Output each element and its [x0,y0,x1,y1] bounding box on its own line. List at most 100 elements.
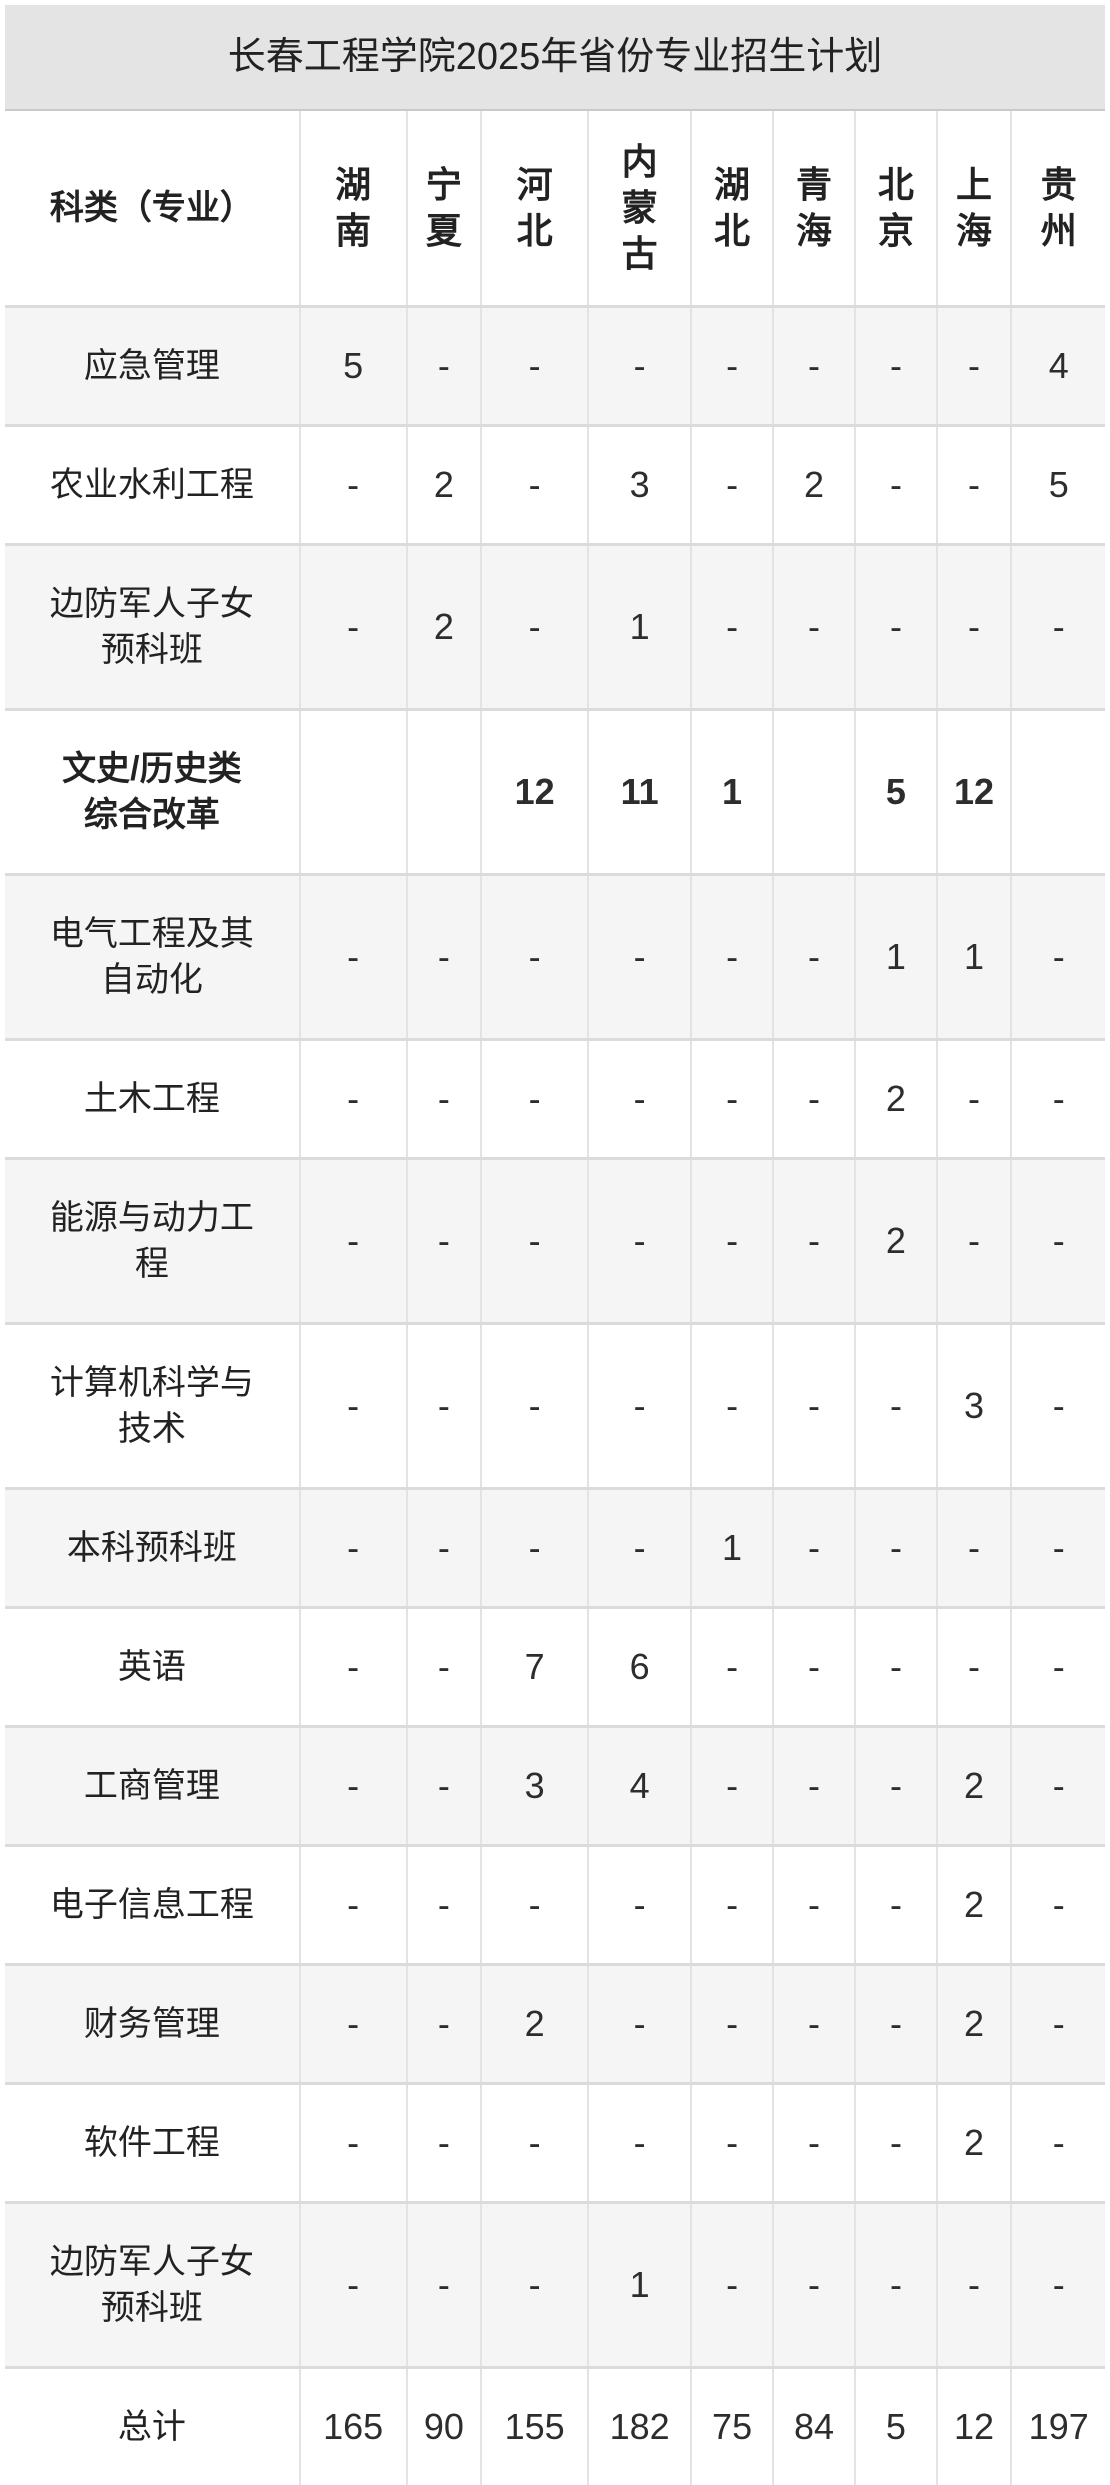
cell-value [407,710,482,875]
row-header-label: 科类（专业） [50,189,254,227]
cell-value: - [588,307,691,426]
cell-value: - [1011,2203,1105,2368]
table-row: 本科预科班----1---- [5,1489,1105,1608]
cell-value: - [855,1727,936,1846]
cell-value: - [1011,2084,1105,2203]
cell-value: - [407,1324,482,1489]
column-header-qinghai: 青海 [773,111,855,307]
cell-value: 12 [937,2368,1012,2485]
cell-value [300,710,407,875]
cell-value: - [691,426,772,545]
cell-value: - [773,1727,855,1846]
cell-value: - [481,1040,588,1159]
cell-value: - [588,1159,691,1324]
cell-value: - [773,1159,855,1324]
cell-value: 1 [691,1489,772,1608]
column-header-neimenggu: 内蒙古 [588,111,691,307]
cell-value: - [855,1608,936,1727]
cell-value: - [691,307,772,426]
column-header-label: 河北 [514,162,556,254]
cell-value: - [773,545,855,710]
cell-value: 6 [588,1608,691,1727]
cell-value: 182 [588,2368,691,2485]
table-header-row: 科类（专业） 湖南 宁夏 河北 内蒙古 湖北 青海 北京 上海 贵州 [5,111,1105,307]
cell-value: - [1011,1324,1105,1489]
cell-value: - [937,545,1012,710]
cell-value: - [937,1040,1012,1159]
cell-value: - [855,1965,936,2084]
cell-value: - [588,1965,691,2084]
cell-value: - [1011,545,1105,710]
cell-value: - [691,1965,772,2084]
cell-value: - [407,1489,482,1608]
cell-value: 2 [937,1727,1012,1846]
cell-value: 5 [855,2368,936,2485]
cell-value: - [300,1846,407,1965]
cell-value: 5 [855,710,936,875]
cell-value: - [588,1489,691,1608]
cell-value: - [481,1324,588,1489]
row-label: 应急管理 [5,307,300,426]
row-label: 财务管理 [5,1965,300,2084]
cell-value: - [937,2203,1012,2368]
cell-value: - [300,426,407,545]
cell-value: 2 [407,426,482,545]
cell-value: - [300,2203,407,2368]
cell-value: - [407,1846,482,1965]
table-row: 电子信息工程-------2- [5,1846,1105,1965]
cell-value: - [855,545,936,710]
cell-value: - [407,2084,482,2203]
row-label: 能源与动力工 程 [5,1159,300,1324]
cell-value: - [481,545,588,710]
cell-value: - [691,545,772,710]
cell-value [773,710,855,875]
cell-value: - [1011,1159,1105,1324]
cell-value: - [773,1846,855,1965]
cell-value: - [481,2203,588,2368]
column-header-beijing: 北京 [855,111,936,307]
cell-value: - [300,875,407,1040]
table-row: 软件工程-------2- [5,2084,1105,2203]
title-bar: 长春工程学院2025年省份专业招生计划 [5,5,1105,111]
cell-value: - [937,307,1012,426]
cell-value: 3 [588,426,691,545]
cell-value: - [855,1324,936,1489]
page-title: 长春工程学院2025年省份专业招生计划 [228,36,883,78]
table-row: 土木工程------2-- [5,1040,1105,1159]
cell-value: - [691,875,772,1040]
cell-value: 2 [937,1846,1012,1965]
row-label: 文史/历史类 综合改革 [5,710,300,875]
cell-value: 1 [855,875,936,1040]
cell-value: 5 [300,307,407,426]
column-header-label: 北京 [875,162,917,254]
column-header-hunan: 湖南 [300,111,407,307]
cell-value: 5 [1011,426,1105,545]
cell-value: - [300,1324,407,1489]
cell-value: - [300,2084,407,2203]
row-label: 本科预科班 [5,1489,300,1608]
cell-value: - [481,307,588,426]
column-header-label: 内蒙古 [619,139,661,277]
cell-value: - [407,307,482,426]
cell-value: - [588,1846,691,1965]
cell-value: - [855,1489,936,1608]
cell-value: 2 [855,1159,936,1324]
cell-value: - [855,307,936,426]
column-header-label: 湖北 [711,162,753,254]
cell-value: - [1011,1489,1105,1608]
cell-value: - [481,426,588,545]
table-row: 能源与动力工 程------2-- [5,1159,1105,1324]
cell-value: - [937,1608,1012,1727]
cell-value: - [773,1489,855,1608]
cell-value: - [300,1489,407,1608]
table-row: 计算机科学与 技术-------3- [5,1324,1105,1489]
cell-value: 7 [481,1608,588,1727]
cell-value: 4 [1011,307,1105,426]
cell-value: - [588,1040,691,1159]
cell-value: - [691,1727,772,1846]
cell-value: - [481,1489,588,1608]
